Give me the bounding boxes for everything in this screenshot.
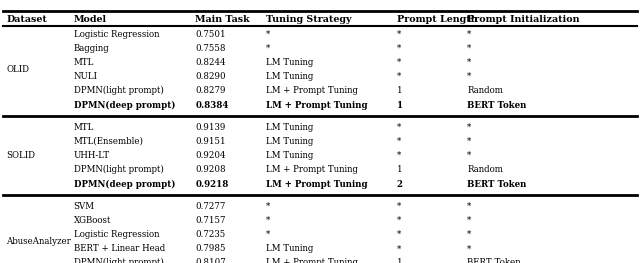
- Text: *: *: [397, 202, 401, 211]
- Text: SOLID: SOLID: [6, 151, 35, 160]
- Text: Main Task: Main Task: [195, 15, 250, 24]
- Text: OLID: OLID: [6, 65, 29, 74]
- Text: *: *: [266, 230, 270, 239]
- Text: *: *: [467, 30, 472, 39]
- Text: *: *: [467, 137, 472, 146]
- Text: *: *: [467, 244, 472, 253]
- Text: *: *: [266, 30, 270, 39]
- Text: Prompt Length: Prompt Length: [397, 15, 477, 24]
- Text: LM Tuning: LM Tuning: [266, 72, 313, 81]
- Text: Tuning Strategy: Tuning Strategy: [266, 15, 351, 24]
- Text: LM Tuning: LM Tuning: [266, 123, 313, 132]
- Text: 0.9151: 0.9151: [195, 137, 226, 146]
- Text: 0.7985: 0.7985: [195, 244, 226, 253]
- Text: AbuseAnalyzer: AbuseAnalyzer: [6, 237, 71, 246]
- Text: 0.8244: 0.8244: [195, 58, 226, 67]
- Text: *: *: [467, 151, 472, 160]
- Text: BERT + Linear Head: BERT + Linear Head: [74, 244, 165, 253]
- Text: *: *: [467, 72, 472, 81]
- Text: BERT Token: BERT Token: [467, 180, 527, 189]
- Text: *: *: [467, 123, 472, 132]
- Text: LM Tuning: LM Tuning: [266, 137, 313, 146]
- Text: 0.7157: 0.7157: [195, 216, 226, 225]
- Text: *: *: [397, 216, 401, 225]
- Text: LM + Prompt Tuning: LM + Prompt Tuning: [266, 87, 358, 95]
- Text: *: *: [397, 244, 401, 253]
- Text: *: *: [397, 72, 401, 81]
- Text: *: *: [397, 123, 401, 132]
- Text: Prompt Initialization: Prompt Initialization: [467, 15, 580, 24]
- Text: *: *: [397, 151, 401, 160]
- Text: 0.9218: 0.9218: [195, 180, 228, 189]
- Text: DPMN(light prompt): DPMN(light prompt): [74, 165, 163, 174]
- Text: Random: Random: [467, 165, 503, 174]
- Text: NULI: NULI: [74, 72, 98, 81]
- Text: DPMN(light prompt): DPMN(light prompt): [74, 258, 163, 263]
- Text: *: *: [467, 216, 472, 225]
- Text: *: *: [397, 137, 401, 146]
- Text: *: *: [266, 216, 270, 225]
- Text: 0.8107: 0.8107: [195, 259, 226, 263]
- Text: UHH-LT: UHH-LT: [74, 151, 109, 160]
- Text: *: *: [266, 44, 270, 53]
- Text: DPMN(deep prompt): DPMN(deep prompt): [74, 100, 175, 110]
- Text: *: *: [467, 202, 472, 211]
- Text: 0.8290: 0.8290: [195, 72, 226, 81]
- Text: 2: 2: [397, 180, 403, 189]
- Text: *: *: [467, 58, 472, 67]
- Text: LM Tuning: LM Tuning: [266, 58, 313, 67]
- Text: 0.7501: 0.7501: [195, 30, 226, 39]
- Text: 0.7277: 0.7277: [195, 202, 225, 211]
- Text: Logistic Regression: Logistic Regression: [74, 230, 159, 239]
- Text: LM + Prompt Tuning: LM + Prompt Tuning: [266, 101, 367, 110]
- Text: *: *: [397, 44, 401, 53]
- Text: 1: 1: [397, 165, 403, 174]
- Text: 0.7235: 0.7235: [195, 230, 225, 239]
- Text: *: *: [397, 230, 401, 239]
- Text: Logistic Regression: Logistic Regression: [74, 30, 159, 39]
- Text: 0.8279: 0.8279: [195, 87, 226, 95]
- Text: *: *: [397, 58, 401, 67]
- Text: Model: Model: [74, 15, 107, 24]
- Text: XGBoost: XGBoost: [74, 216, 111, 225]
- Text: BERT Token: BERT Token: [467, 101, 527, 110]
- Text: Bagging: Bagging: [74, 44, 109, 53]
- Text: SVM: SVM: [74, 202, 95, 211]
- Text: BERT Token: BERT Token: [467, 259, 521, 263]
- Text: DPMN(light prompt): DPMN(light prompt): [74, 86, 163, 95]
- Text: *: *: [266, 202, 270, 211]
- Text: 0.8384: 0.8384: [195, 101, 228, 110]
- Text: 0.9139: 0.9139: [195, 123, 225, 132]
- Text: LM + Prompt Tuning: LM + Prompt Tuning: [266, 259, 358, 263]
- Text: *: *: [397, 30, 401, 39]
- Text: 1: 1: [397, 259, 403, 263]
- Text: DPMN(deep prompt): DPMN(deep prompt): [74, 179, 175, 189]
- Text: MTL: MTL: [74, 58, 94, 67]
- Text: LM Tuning: LM Tuning: [266, 244, 313, 253]
- Text: MTL: MTL: [74, 123, 94, 132]
- Text: *: *: [467, 230, 472, 239]
- Text: Random: Random: [467, 87, 503, 95]
- Text: 0.7558: 0.7558: [195, 44, 226, 53]
- Text: LM + Prompt Tuning: LM + Prompt Tuning: [266, 165, 358, 174]
- Text: LM Tuning: LM Tuning: [266, 151, 313, 160]
- Text: 1: 1: [397, 87, 403, 95]
- Text: 0.9204: 0.9204: [195, 151, 226, 160]
- Text: *: *: [467, 44, 472, 53]
- Text: LM + Prompt Tuning: LM + Prompt Tuning: [266, 180, 367, 189]
- Text: 0.9208: 0.9208: [195, 165, 226, 174]
- Text: MTL(Ensemble): MTL(Ensemble): [74, 137, 143, 146]
- Text: 1: 1: [397, 101, 403, 110]
- Text: Dataset: Dataset: [6, 15, 47, 24]
